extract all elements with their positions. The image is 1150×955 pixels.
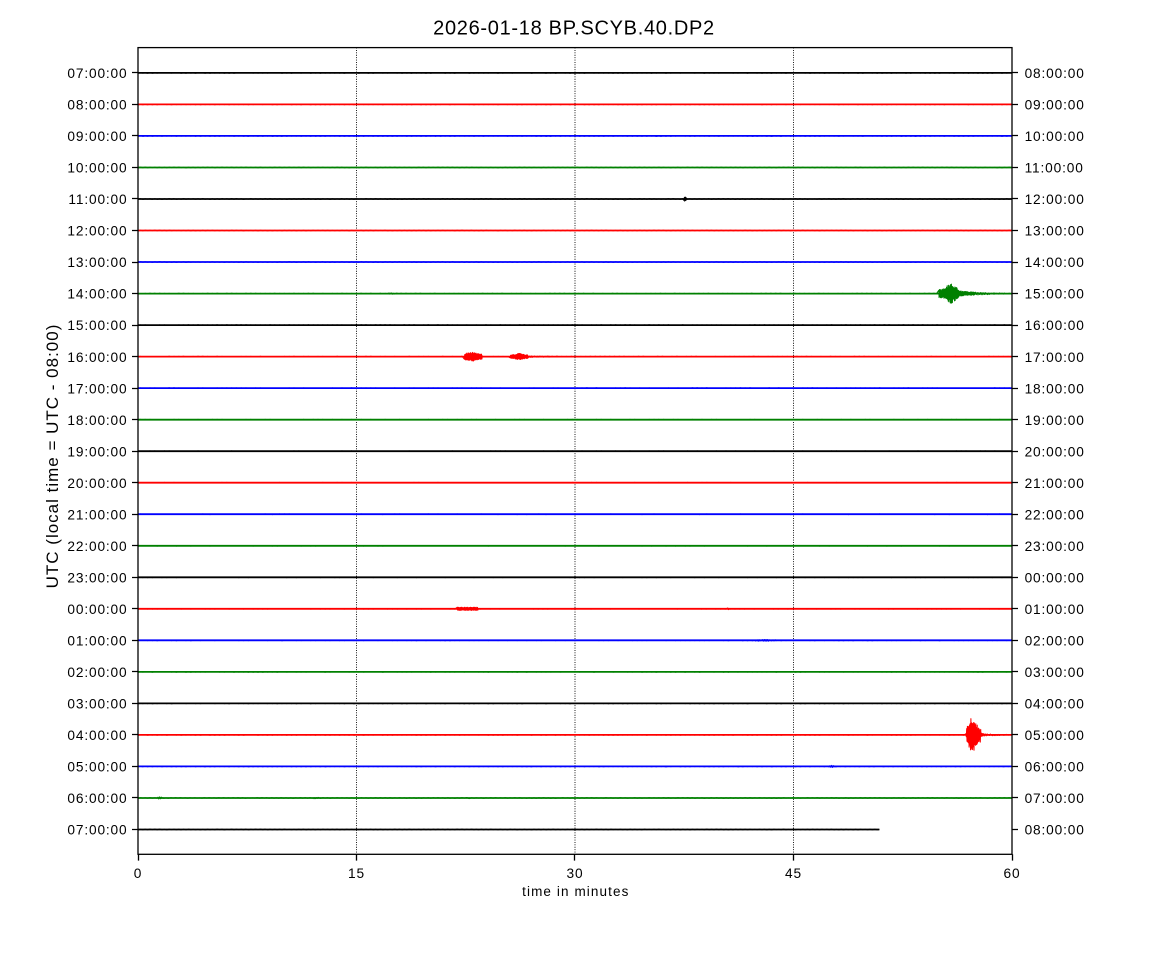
svg-text:21:00:00: 21:00:00: [67, 507, 127, 522]
svg-text:10:00:00: 10:00:00: [67, 161, 127, 176]
svg-text:11:00:00: 11:00:00: [1025, 161, 1084, 176]
svg-text:00:00:00: 00:00:00: [67, 602, 127, 617]
svg-text:16:00:00: 16:00:00: [1025, 318, 1085, 333]
svg-text:13:00:00: 13:00:00: [1025, 224, 1085, 239]
svg-text:05:00:00: 05:00:00: [1025, 728, 1085, 743]
svg-text:15:00:00: 15:00:00: [1025, 287, 1085, 302]
svg-text:18:00:00: 18:00:00: [67, 413, 127, 428]
svg-text:13:00:00: 13:00:00: [67, 255, 127, 270]
svg-text:time in minutes: time in minutes: [522, 884, 629, 899]
svg-text:60: 60: [1004, 866, 1021, 881]
svg-text:19:00:00: 19:00:00: [1025, 413, 1085, 428]
svg-text:01:00:00: 01:00:00: [67, 634, 127, 649]
svg-text:06:00:00: 06:00:00: [1025, 760, 1085, 775]
svg-text:20:00:00: 20:00:00: [1025, 444, 1085, 459]
svg-text:02:00:00: 02:00:00: [1025, 634, 1085, 649]
svg-text:00:00:00: 00:00:00: [1025, 570, 1085, 585]
svg-text:08:00:00: 08:00:00: [1025, 823, 1085, 838]
svg-text:14:00:00: 14:00:00: [1025, 255, 1085, 270]
svg-text:08:00:00: 08:00:00: [67, 98, 127, 113]
svg-text:09:00:00: 09:00:00: [1025, 98, 1085, 113]
svg-text:21:00:00: 21:00:00: [1025, 476, 1085, 491]
svg-text:09:00:00: 09:00:00: [67, 129, 127, 144]
svg-text:2026-01-18 BP.SCYB.40.DP2: 2026-01-18 BP.SCYB.40.DP2: [433, 17, 715, 39]
svg-text:30: 30: [567, 866, 584, 881]
svg-text:15:00:00: 15:00:00: [67, 318, 127, 333]
svg-text:01:00:00: 01:00:00: [1025, 602, 1085, 617]
svg-text:19:00:00: 19:00:00: [67, 444, 127, 459]
svg-text:UTC (local time = UTC - 08:00): UTC (local time = UTC - 08:00): [43, 324, 62, 589]
svg-text:12:00:00: 12:00:00: [1025, 192, 1085, 207]
svg-text:05:00:00: 05:00:00: [67, 760, 127, 775]
svg-text:12:00:00: 12:00:00: [67, 224, 127, 239]
svg-text:14:00:00: 14:00:00: [67, 287, 127, 302]
svg-text:03:00:00: 03:00:00: [1025, 665, 1085, 680]
svg-text:23:00:00: 23:00:00: [67, 570, 127, 585]
svg-text:07:00:00: 07:00:00: [67, 66, 127, 81]
svg-text:08:00:00: 08:00:00: [1025, 66, 1085, 81]
svg-text:15: 15: [348, 866, 365, 881]
svg-text:16:00:00: 16:00:00: [67, 350, 127, 365]
svg-text:17:00:00: 17:00:00: [67, 381, 127, 396]
svg-text:03:00:00: 03:00:00: [67, 697, 127, 712]
svg-text:02:00:00: 02:00:00: [67, 665, 127, 680]
svg-text:20:00:00: 20:00:00: [67, 476, 127, 491]
svg-text:04:00:00: 04:00:00: [1025, 697, 1085, 712]
svg-text:17:00:00: 17:00:00: [1025, 350, 1085, 365]
svg-text:22:00:00: 22:00:00: [67, 539, 127, 554]
svg-text:22:00:00: 22:00:00: [1025, 507, 1085, 522]
svg-text:18:00:00: 18:00:00: [1025, 381, 1085, 396]
svg-text:06:00:00: 06:00:00: [67, 791, 127, 806]
svg-text:04:00:00: 04:00:00: [67, 728, 127, 743]
svg-text:07:00:00: 07:00:00: [67, 823, 127, 838]
svg-text:45: 45: [785, 866, 802, 881]
svg-text:23:00:00: 23:00:00: [1025, 539, 1085, 554]
svg-text:10:00:00: 10:00:00: [1025, 129, 1085, 144]
svg-text:07:00:00: 07:00:00: [1025, 791, 1085, 806]
svg-text:0: 0: [134, 866, 142, 881]
svg-text:11:00:00: 11:00:00: [68, 192, 127, 207]
